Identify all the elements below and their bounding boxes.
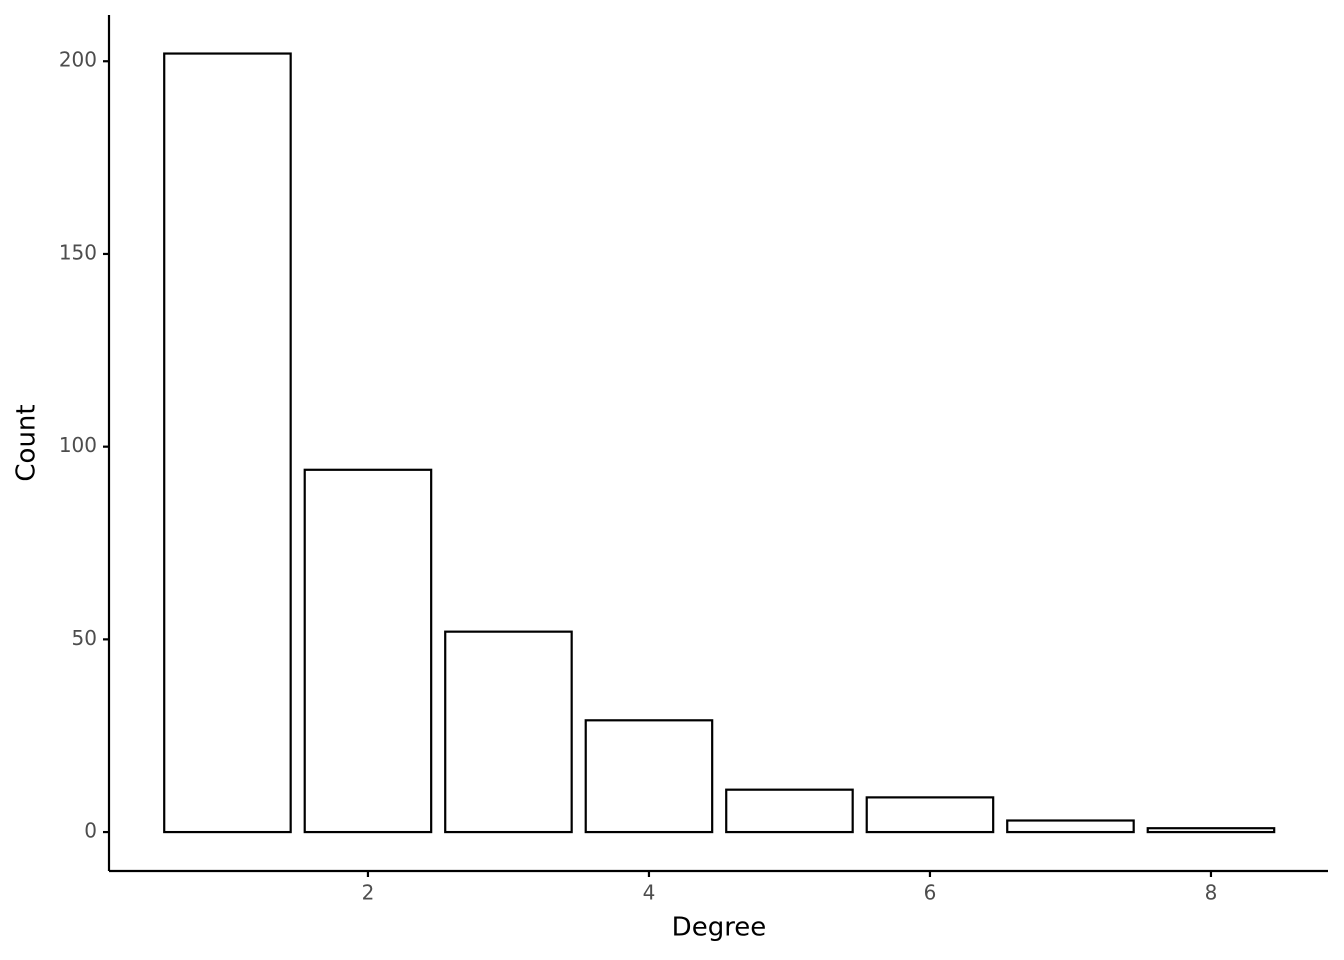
- x-tick-label: 8: [1205, 881, 1218, 905]
- y-axis-title: Count: [12, 404, 42, 481]
- bar: [444, 630, 573, 834]
- y-tick-label: 0: [84, 819, 97, 843]
- y-tick-label: 100: [59, 433, 97, 457]
- x-tick-label: 4: [643, 881, 656, 905]
- y-tick-label: 200: [59, 48, 97, 72]
- y-tick-label: 150: [59, 240, 97, 264]
- bar: [865, 796, 995, 834]
- bar: [1146, 827, 1276, 834]
- bar: [584, 719, 714, 834]
- bar: [303, 468, 433, 834]
- x-tick-label: 2: [362, 881, 375, 905]
- bar: [1006, 819, 1135, 834]
- x-tick-label: 6: [924, 881, 937, 905]
- y-tick-label: 50: [72, 626, 97, 650]
- bar: [163, 52, 292, 834]
- bar: [725, 788, 854, 834]
- x-axis-title: Degree: [672, 913, 767, 943]
